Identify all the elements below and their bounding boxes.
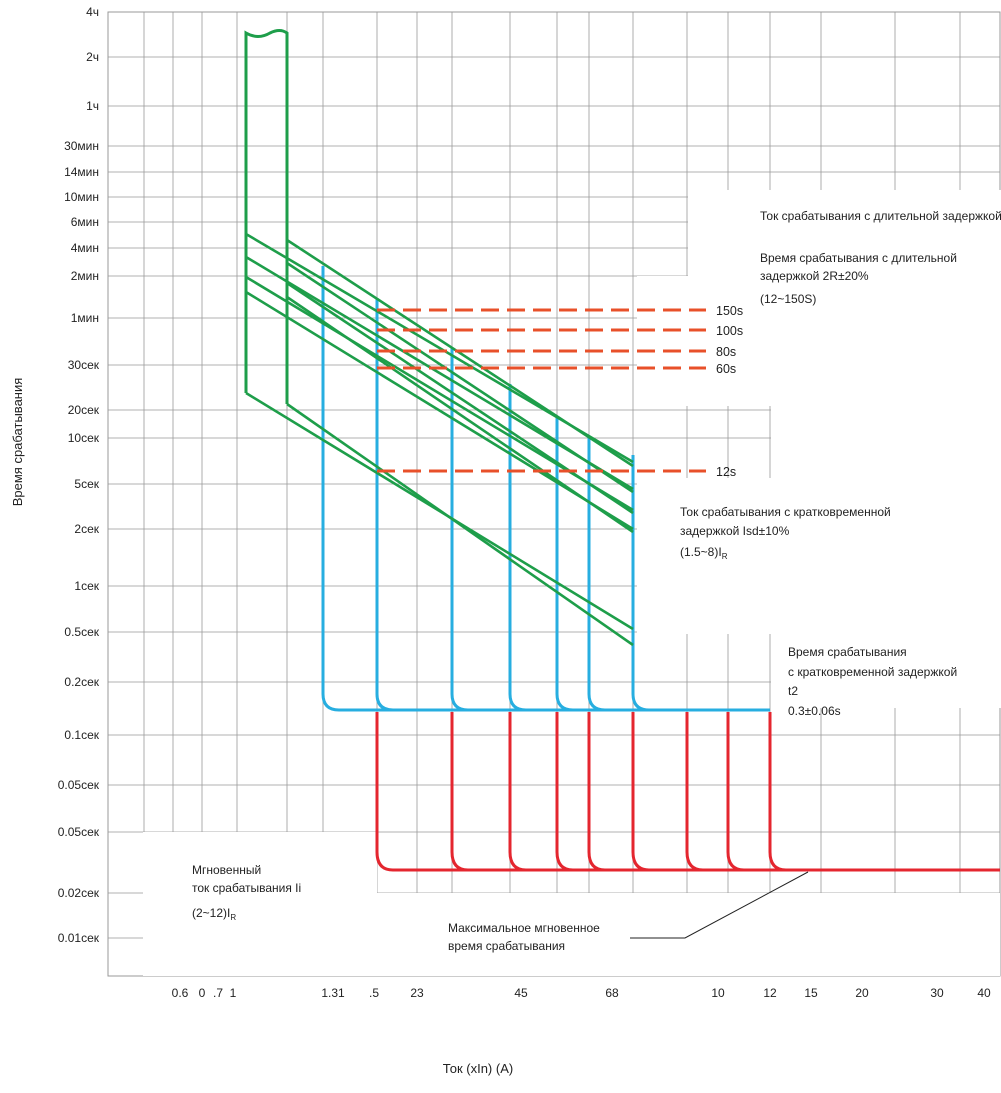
x-tick-label: 20	[855, 986, 869, 1000]
instant-curve	[726, 712, 745, 872]
subscript: R	[230, 913, 236, 922]
x-tick-label: 15	[804, 986, 818, 1000]
instant-curve	[375, 712, 394, 872]
annotation-box	[377, 893, 1000, 976]
instant-curve	[685, 712, 704, 872]
long-delay-setting-label: 80s	[716, 345, 736, 359]
x-tick-label: 30	[930, 986, 944, 1000]
note-short-delay-current: задержкой Isd±10%	[680, 524, 790, 538]
note-short-delay-range: (1.5~8)IR	[680, 545, 728, 561]
tick-labels: 4ч2ч1ч30мин14мин10мин6мин4мин2мин1мин30с…	[10, 5, 991, 1076]
short-delay-curve	[587, 437, 606, 712]
y-tick-label: 10мин	[64, 190, 99, 204]
annotation-box	[771, 578, 1001, 708]
y-tick-label: 1ч	[86, 99, 99, 113]
annotations: 150s 100s 80s 60s 12s Ток срабатывания с длит…	[192, 209, 1001, 953]
long-delay-curve	[286, 295, 634, 534]
x-tick-label: 0.6	[172, 986, 189, 1000]
long-delay-curve	[286, 281, 634, 515]
x-tick-label: .7	[213, 986, 223, 1000]
y-tick-label: 6мин	[71, 215, 99, 229]
note-max-instant: Максимальное мгновенное	[448, 921, 600, 935]
long-delay-curve	[286, 238, 634, 468]
y-tick-label: 0.1сек	[64, 728, 99, 742]
note-short-delay-time: t2	[788, 684, 798, 698]
y-tick-label: 0.05сек	[58, 778, 100, 792]
y-tick-label: 5сек	[74, 477, 99, 491]
short-delay-setting-label: 12s	[716, 465, 736, 479]
y-tick-label: 14мин	[64, 165, 99, 179]
y-tick-label: 1сек	[74, 579, 99, 593]
note-short-delay-time: с кратковременной задержкой	[788, 665, 957, 679]
max-instant-leader	[630, 871, 809, 939]
x-tick-label: 1.31	[321, 986, 345, 1000]
x-tick-label: .5	[369, 986, 379, 1000]
y-tick-label: 4ч	[86, 5, 99, 19]
short-delay-curve	[555, 416, 574, 712]
note-instant: Мгновенный	[192, 863, 261, 877]
note-long-delay-range: (12~150S)	[760, 292, 816, 306]
y-tick-label: 2сек	[74, 522, 99, 536]
note-instant: ток срабатывания Ii	[192, 881, 301, 895]
instant-curve	[587, 712, 606, 872]
instant-curve	[450, 712, 469, 872]
annotation-box	[771, 406, 1001, 478]
long-delay-upper-bound	[244, 29, 289, 404]
note-short-delay-current: Ток срабатывания с кратковременной	[680, 505, 891, 519]
grid	[107, 11, 1001, 977]
x-tick-label: 40	[977, 986, 991, 1000]
note-short-delay-time: Время срабатывания	[788, 645, 907, 659]
long-delay-setting-label: 60s	[716, 362, 736, 376]
y-tick-label: 2ч	[86, 50, 99, 64]
x-tick-label: 23	[410, 986, 424, 1000]
y-tick-label: 4мин	[71, 241, 99, 255]
y-tick-label: 0.05сек	[58, 825, 100, 839]
annotation-box	[637, 478, 1001, 578]
x-tick-label: 12	[763, 986, 777, 1000]
short-delay-curve	[321, 266, 340, 712]
y-tick-label: 20сек	[68, 403, 100, 417]
y-tick-label: 10сек	[68, 431, 100, 445]
x-tick-label: 10	[711, 986, 725, 1000]
note-long-delay-time: Время срабатывания с длительной	[760, 251, 957, 265]
y-tick-label: 2мин	[71, 269, 99, 283]
instant-curve	[555, 712, 574, 872]
long-delay-setting-label: 100s	[716, 324, 743, 338]
y-tick-label: 0.5сек	[64, 625, 99, 639]
y-axis-label: Время срабатывания	[10, 378, 25, 507]
instant-curve	[508, 712, 527, 872]
x-axis-label: Ток (xIn) (A)	[443, 1061, 513, 1076]
note-instant-range: (2~12)IR	[192, 906, 236, 922]
y-tick-label: 30мин	[64, 139, 99, 153]
annotation-box	[143, 832, 377, 976]
note-max-instant: время срабатывания	[448, 939, 565, 953]
subscript: R	[722, 552, 728, 561]
y-tick-label: 30сек	[68, 358, 100, 372]
curves	[244, 29, 1000, 872]
note-long-delay-time: задержкой 2R±20%	[760, 269, 869, 283]
annotation-box	[637, 578, 771, 634]
note-short-delay-time: 0.3±0.06s	[788, 704, 841, 718]
instant-curve	[631, 712, 650, 872]
long-delay-curve	[286, 261, 634, 494]
instant-curve	[768, 712, 787, 872]
x-tick-label: 68	[605, 986, 619, 1000]
y-tick-label: 0.02сек	[58, 886, 100, 900]
y-tick-label: 0.01сек	[58, 931, 100, 945]
x-tick-label: 45	[514, 986, 528, 1000]
annotation-box	[637, 276, 1001, 406]
y-tick-label: 0.2сек	[64, 675, 99, 689]
long-delay-setting-label: 150s	[716, 304, 743, 318]
x-tick-label: 1	[230, 986, 237, 1000]
annotation-box	[688, 190, 1001, 276]
y-tick-label: 1мин	[71, 311, 99, 325]
x-tick-label: 0	[199, 986, 206, 1000]
long-delay-curve	[286, 402, 634, 647]
note-long-delay-current: Ток срабатывания с длительной задержкой …	[760, 209, 1001, 223]
